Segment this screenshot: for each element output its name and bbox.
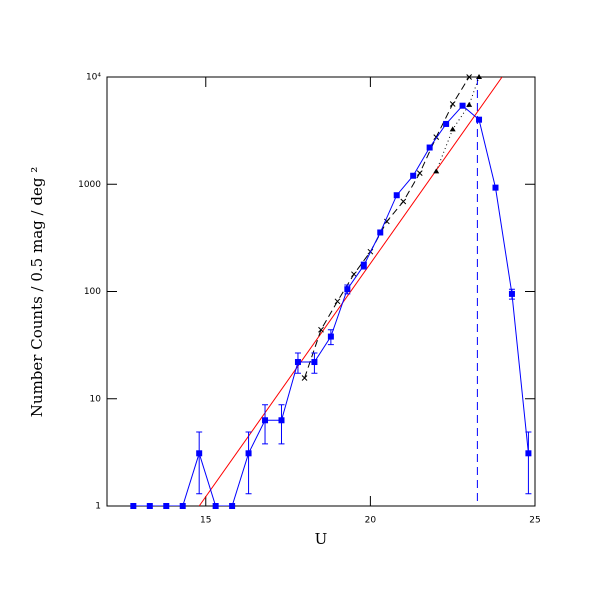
data-point [262,417,269,424]
error-bar [245,431,252,495]
data-point [476,116,483,123]
y-tick-label: 1000 [78,180,101,190]
data-point [301,375,308,381]
data-point [466,101,473,107]
data-point [443,120,450,127]
data-point [294,359,301,366]
data-point [179,503,186,509]
data-point [449,101,456,107]
data-point [410,172,417,179]
series-line [133,105,529,506]
data-point [334,298,341,305]
data-point [459,102,466,109]
error-bar [525,431,532,495]
data-point [344,286,351,293]
x-tick-label: 25 [529,516,540,526]
error-bar [196,431,203,495]
data-point [393,192,400,199]
data-point [163,503,170,509]
data-point [426,144,433,151]
data-point [476,74,483,79]
data-point [311,359,318,366]
x-tick-label: 20 [365,516,377,526]
data-point [508,290,515,297]
data-point [383,218,390,225]
data-point [212,503,219,509]
data-point [360,262,367,269]
data-point [351,271,357,278]
error-bar [262,404,269,445]
y-tick-label: 1 [95,502,101,512]
x-axis-label: U [315,530,328,548]
data-point [416,170,423,176]
data-point [146,503,153,509]
y-tick-label: 10 [90,394,102,404]
x-tick-label: 15 [200,516,211,526]
data-point [492,184,499,191]
data-point [400,198,407,205]
error-bar [278,404,285,445]
data-point [466,74,473,80]
series-line [198,77,503,506]
data-point [318,326,324,333]
y-tick-label: 100 [84,287,101,297]
data-point [327,333,334,340]
data-point [278,417,285,424]
data-point [245,450,252,457]
y-axis-label: Number Counts / 0.5 mag / deg ² [28,167,46,417]
data-point [449,126,456,132]
data-point [525,450,532,457]
data-point [130,503,137,509]
y-tick-label: 10⁴ [86,73,101,83]
plot-frame [106,76,536,507]
data-point [229,503,236,509]
data-point [377,229,384,236]
data-point [433,168,440,174]
data-point [196,450,203,457]
